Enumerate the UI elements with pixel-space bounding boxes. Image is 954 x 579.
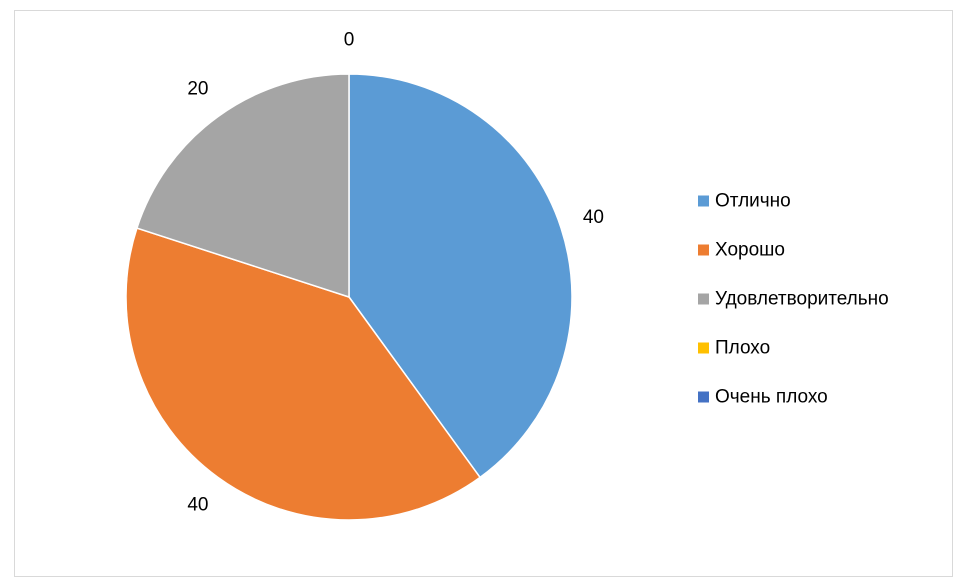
pie-slice-1 — [125, 227, 482, 521]
legend-label-3: Плохо — [715, 338, 770, 359]
data-labels: 40 40 20 0 — [187, 30, 604, 516]
data-label-1: 40 — [187, 494, 208, 515]
legend: Отлично Хорошо Удовлетворительно Плохо Очень… — [698, 191, 889, 408]
legend-swatch-1 — [698, 244, 709, 256]
data-label-3: 0 — [344, 30, 355, 51]
legend-label-1: Хорошо — [715, 240, 785, 261]
data-label-0: 40 — [583, 207, 604, 228]
pie-slice-2 — [135, 73, 350, 299]
pie-slice-0 — [348, 73, 573, 479]
legend-label-2: Удовлетворительно — [715, 289, 889, 310]
legend-label-4: Очень плохо — [715, 387, 828, 408]
legend-swatch-0 — [698, 195, 709, 207]
data-label-2: 20 — [187, 79, 208, 100]
legend-swatch-3 — [698, 342, 709, 354]
pie-slices — [125, 73, 573, 521]
legend-swatch-2 — [698, 293, 709, 305]
legend-swatch-4 — [698, 391, 709, 403]
legend-label-0: Отлично — [715, 191, 791, 212]
